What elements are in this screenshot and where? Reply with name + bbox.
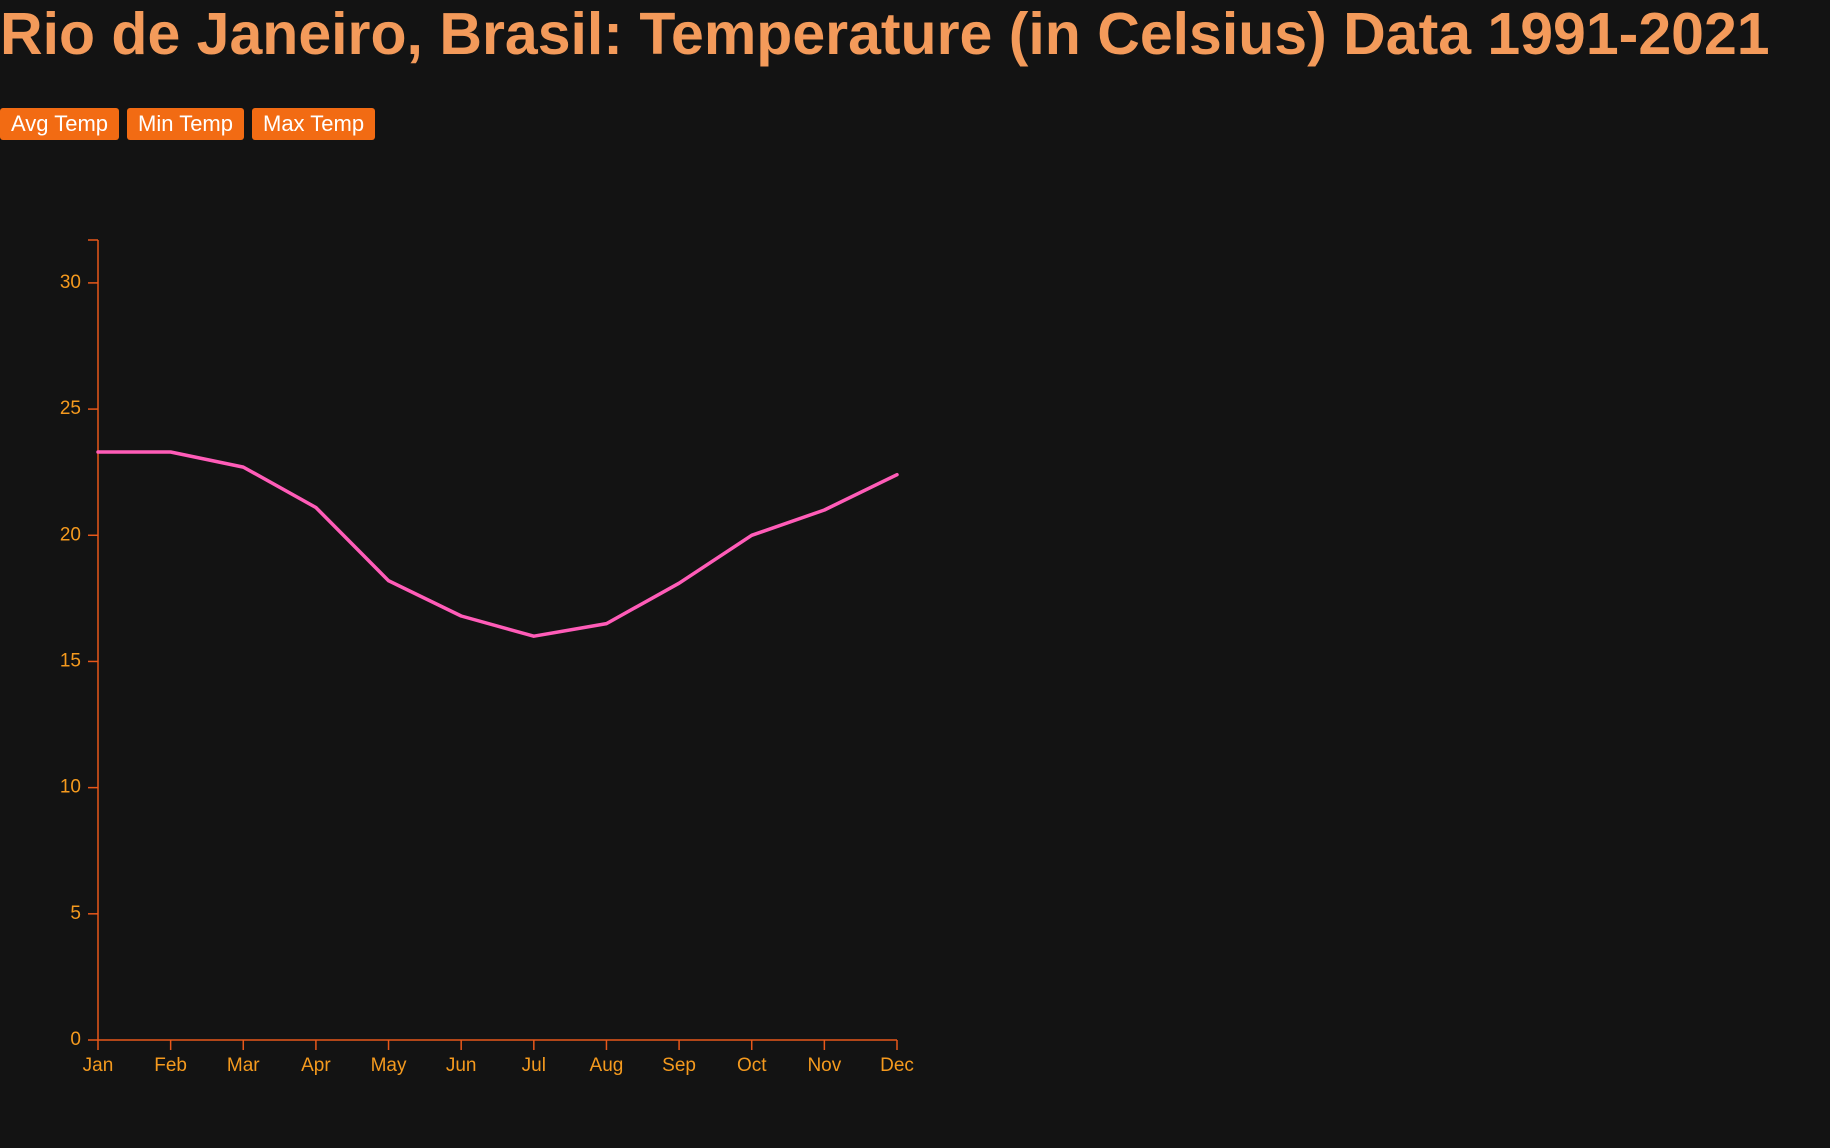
x-tick-label: Dec [880,1055,914,1076]
y-tick-label: 15 [60,650,81,671]
series-group [96,450,899,638]
max-temp-button[interactable]: Max Temp [252,108,376,140]
avg-temp-button[interactable]: Avg Temp [0,108,120,140]
y-tick-label: 0 [70,1029,81,1050]
x-tick-label: Jul [522,1055,546,1076]
avg-temp-series-line [96,450,899,638]
y-tick-label: 5 [70,903,81,924]
y-tick-label: 20 [60,524,81,545]
x-tick-label: Oct [737,1055,767,1076]
x-tick-label: Jun [446,1055,477,1076]
x-tick-label: May [371,1055,407,1076]
y-tick-label: 30 [60,272,81,293]
y-tick-label: 25 [60,398,81,419]
x-axis: Jan Feb Mar Apr May Jun Jul Aug Sep Oct Nov Dec [83,1039,914,1076]
page-title: Rio de Janeiro, Brasil: Temperature (in … [0,1,1770,67]
x-tick-label: Aug [590,1055,624,1076]
x-tick-label: Jan [83,1055,114,1076]
y-tick-label: 10 [60,777,81,798]
x-tick-label: Feb [154,1055,187,1076]
x-tick-label: Nov [807,1055,841,1076]
y-axis: 0 5 10 15 20 25 30 [60,239,99,1050]
x-tick-label: Sep [662,1055,696,1076]
x-tick-label: Apr [301,1055,331,1076]
min-temp-button[interactable]: Min Temp [127,108,244,140]
metric-button-group: Avg Temp Min Temp Max Temp [0,108,376,140]
x-tick-label: Mar [227,1055,260,1076]
